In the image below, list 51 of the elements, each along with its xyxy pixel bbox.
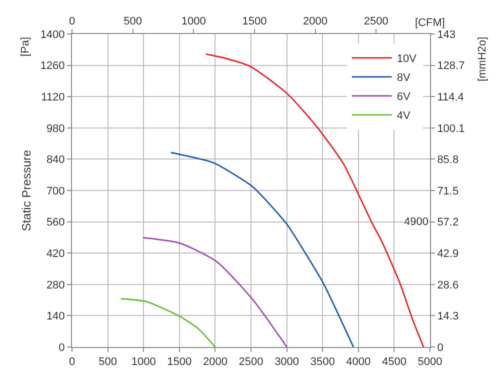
y2-tick-label: 28.6 — [437, 279, 459, 292]
y2-tick-label: 100.1 — [437, 122, 465, 135]
x2-tick-label: 1000 — [181, 16, 206, 28]
y-tick-label: 0 — [58, 342, 65, 354]
x2-tick-label: 2500 — [364, 16, 388, 28]
y2-tick-label: 0 — [437, 342, 444, 354]
y-tick-label: 140 — [46, 310, 65, 323]
x-tick-label: 2500 — [238, 356, 264, 368]
y-tick-label: 1260 — [40, 60, 65, 72]
line-series — [120, 298, 216, 347]
y-axis-title: Static Pressure — [20, 150, 34, 232]
y-tick-label: 700 — [46, 185, 65, 198]
y2-tick-label: 57.2 — [437, 216, 459, 229]
x-tick-label: 5000 — [418, 356, 442, 368]
y2-tick-label: 71.5 — [437, 185, 459, 198]
y-tick-label: 840 — [46, 154, 65, 166]
x-tick-label: 0 — [68, 356, 76, 368]
legend-label: 6V — [396, 91, 411, 104]
legend-label: 10V — [396, 53, 418, 66]
y-tick-label: 420 — [46, 248, 65, 260]
x2-tick-label: 0 — [68, 16, 76, 28]
text: [mmH2o] — [476, 36, 488, 82]
x-tick-label: 4000 — [346, 356, 371, 368]
y2-tick-label: 85.8 — [437, 154, 459, 166]
legend-label: 4V — [396, 110, 411, 122]
annotation: 4900 — [404, 216, 428, 228]
text: [CFM] — [415, 17, 445, 29]
x-tick-label: 1500 — [167, 356, 192, 368]
y-tick-label: 980 — [46, 122, 65, 135]
y2-tick-label: 14.3 — [437, 310, 459, 323]
x-tick-label: 4500 — [382, 356, 406, 368]
line-series — [170, 152, 354, 347]
x2-tick-label: 500 — [124, 16, 142, 28]
x2-tick-label: 1500 — [242, 16, 267, 28]
x-tick-label: 500 — [98, 356, 117, 368]
x-tick-label: 3500 — [310, 356, 335, 368]
x-tick-label: 3000 — [274, 356, 300, 368]
y-tick-label: 1120 — [41, 91, 65, 104]
text: [Pa] — [19, 36, 32, 56]
y2-tick-label: 143 — [437, 28, 456, 41]
y-tick-label: 280 — [46, 279, 65, 292]
y-tick-label: 1400 — [40, 28, 65, 41]
line-series — [142, 236, 288, 347]
legend-label: 8V — [396, 72, 411, 84]
y-tick-label: 560 — [46, 216, 65, 229]
x-tick-label: 2000 — [202, 356, 228, 368]
y2-tick-label: 114.4 — [437, 91, 464, 104]
y2-tick-label: 128.7 — [437, 60, 465, 72]
x2-tick-label: 2000 — [303, 16, 328, 28]
x-tick-label: 1000 — [131, 356, 156, 368]
y2-tick-label: 42.9 — [437, 248, 459, 260]
